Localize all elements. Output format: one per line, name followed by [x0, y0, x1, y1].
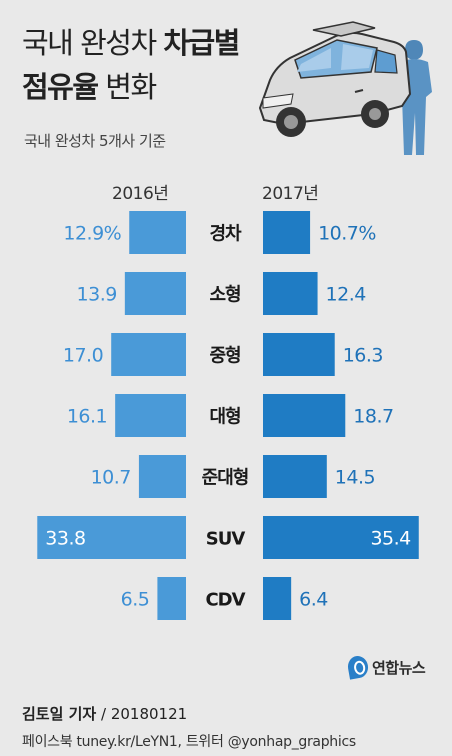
logo-text: 연합뉴스 [372, 659, 426, 677]
footer-author: 김토일 기자 / 20180121 [22, 703, 187, 724]
bar-2017-0 [263, 211, 311, 254]
title-regular-part: 국내 완성차 [22, 26, 157, 60]
value-label-2016-3: 16.1 [67, 406, 107, 428]
title-line-2: 점유율 변화 [22, 64, 157, 106]
bar-2016-0 [129, 211, 186, 254]
car-illustration [258, 21, 432, 155]
bar-2017-6 [263, 577, 292, 620]
category-label-2: 중형 [209, 346, 240, 367]
bar-2016-4 [138, 455, 186, 498]
category-label-1: 소형 [209, 285, 240, 306]
footer-social: 페이스북 tuney.kr/LeYN1, 트위터 @yonhap_graphic… [22, 734, 356, 750]
value-label-2017-6: 6.4 [299, 589, 328, 611]
title-regular-part-2: 변화 [105, 70, 157, 104]
category-label-0: 경차 [209, 224, 242, 245]
value-label-2016-1: 13.9 [77, 284, 117, 306]
value-label-2016-0: 12.9% [63, 223, 121, 245]
value-label-2017-0: 10.7% [318, 223, 376, 245]
category-label-3: 대형 [209, 407, 240, 428]
bar-2017-4 [263, 455, 327, 498]
value-label-2017-4: 14.5 [335, 467, 375, 489]
chart-subtitle: 국내 완성차 5개사 기준 [24, 132, 166, 150]
value-label-2016-6: 6.5 [121, 589, 150, 611]
value-label-2017-2: 16.3 [343, 345, 383, 367]
category-label-4: 준대형 [202, 468, 249, 489]
bar-2016-1 [124, 272, 186, 315]
author-name: 김토일 기자 [22, 705, 97, 723]
value-label-2016-2: 17.0 [63, 345, 103, 367]
value-label-2016-4: 10.7 [91, 467, 131, 489]
bar-chart: 경차 12.9% 10.7% 소형 13.9 12.4 중형 17.0 16.3 대형 16.1 18… [37, 211, 419, 620]
bar-2016-5 [37, 516, 186, 559]
series-label-2016: 2016년 [112, 184, 169, 204]
category-label-5: SUV [206, 529, 246, 550]
bar-2017-3 [263, 394, 346, 437]
yonhap-logo-icon [346, 654, 370, 680]
bar-2016-2 [111, 333, 186, 376]
value-label-2017-3: 18.7 [353, 406, 393, 428]
value-label-2016-5: 33.8 [45, 528, 85, 550]
car-body [258, 21, 412, 137]
title-bold-part-2: 점유율 [22, 70, 99, 104]
bar-2017-1 [263, 272, 318, 315]
bar-2016-6 [157, 577, 186, 620]
bar-2016-3 [115, 394, 186, 437]
series-label-2017: 2017년 [262, 184, 319, 204]
publish-date: / 20180121 [101, 705, 188, 723]
title-line-1: 국내 완성차 차급별 [22, 20, 240, 62]
category-label-6: CDV [205, 590, 245, 611]
bar-2017-5 [263, 516, 419, 559]
bar-2017-2 [263, 333, 335, 376]
value-label-2017-5: 35.4 [370, 528, 411, 550]
yonhap-logo: 연합뉴스 [346, 654, 444, 682]
title-bold-part: 차급별 [163, 26, 240, 60]
value-label-2017-1: 12.4 [326, 284, 367, 306]
